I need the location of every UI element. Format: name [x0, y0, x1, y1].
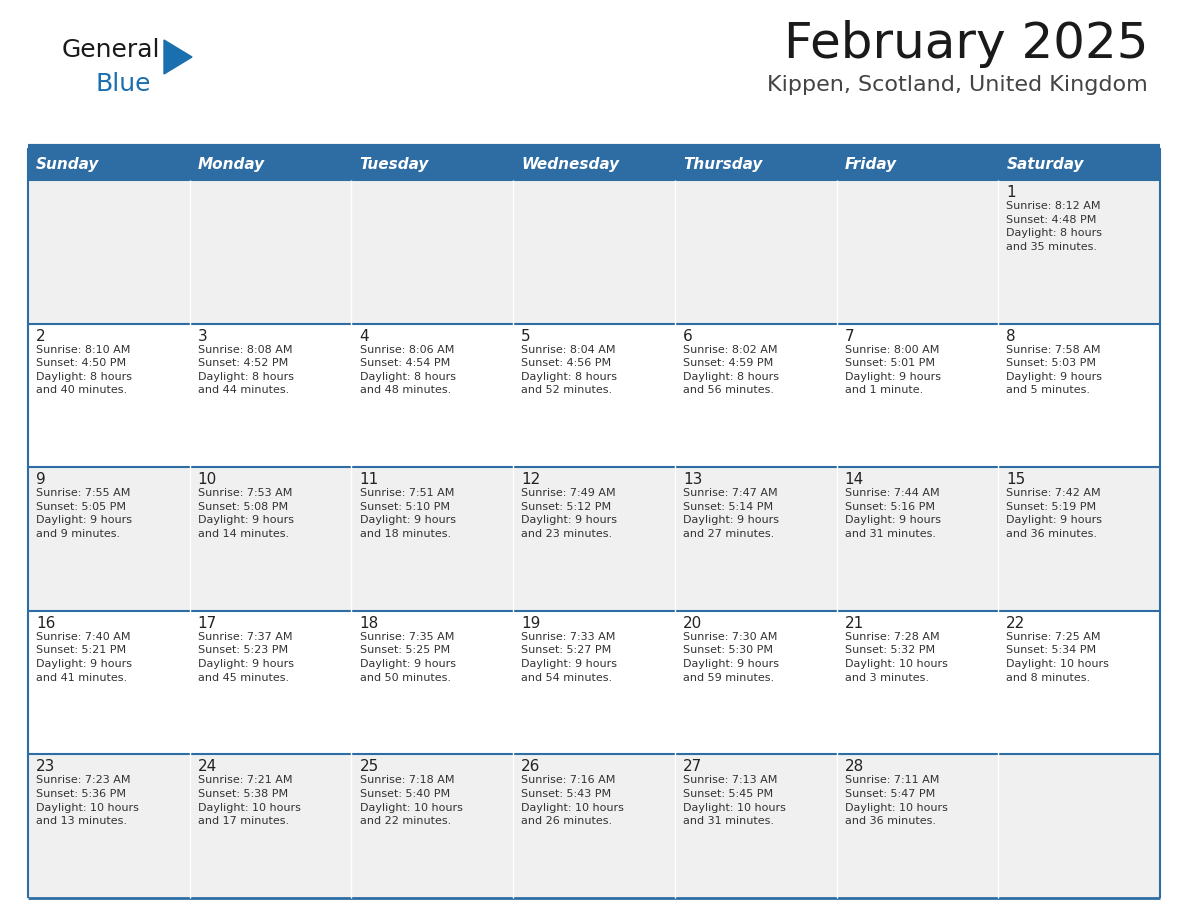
Text: 15: 15	[1006, 472, 1025, 487]
Text: Sunrise: 8:10 AM
Sunset: 4:50 PM
Daylight: 8 hours
and 40 minutes.: Sunrise: 8:10 AM Sunset: 4:50 PM Dayligh…	[36, 344, 132, 396]
Text: Sunrise: 7:55 AM
Sunset: 5:05 PM
Daylight: 9 hours
and 9 minutes.: Sunrise: 7:55 AM Sunset: 5:05 PM Dayligh…	[36, 488, 132, 539]
Text: 8: 8	[1006, 329, 1016, 343]
Text: 14: 14	[845, 472, 864, 487]
Text: 9: 9	[36, 472, 46, 487]
Text: 12: 12	[522, 472, 541, 487]
FancyBboxPatch shape	[29, 610, 1159, 755]
Text: Sunrise: 7:18 AM
Sunset: 5:40 PM
Daylight: 10 hours
and 22 minutes.: Sunrise: 7:18 AM Sunset: 5:40 PM Dayligh…	[360, 776, 462, 826]
Text: Sunrise: 7:58 AM
Sunset: 5:03 PM
Daylight: 9 hours
and 5 minutes.: Sunrise: 7:58 AM Sunset: 5:03 PM Dayligh…	[1006, 344, 1102, 396]
Text: Sunrise: 7:47 AM
Sunset: 5:14 PM
Daylight: 9 hours
and 27 minutes.: Sunrise: 7:47 AM Sunset: 5:14 PM Dayligh…	[683, 488, 779, 539]
Text: 25: 25	[360, 759, 379, 775]
Polygon shape	[164, 40, 192, 74]
Text: 23: 23	[36, 759, 56, 775]
Text: 22: 22	[1006, 616, 1025, 631]
Text: 1: 1	[1006, 185, 1016, 200]
FancyBboxPatch shape	[352, 148, 513, 180]
FancyBboxPatch shape	[29, 180, 1159, 324]
Text: Sunrise: 7:13 AM
Sunset: 5:45 PM
Daylight: 10 hours
and 31 minutes.: Sunrise: 7:13 AM Sunset: 5:45 PM Dayligh…	[683, 776, 785, 826]
Text: 16: 16	[36, 616, 56, 631]
Text: Sunrise: 7:35 AM
Sunset: 5:25 PM
Daylight: 9 hours
and 50 minutes.: Sunrise: 7:35 AM Sunset: 5:25 PM Dayligh…	[360, 632, 455, 683]
Text: 27: 27	[683, 759, 702, 775]
Text: General: General	[62, 38, 160, 62]
Text: Sunrise: 7:49 AM
Sunset: 5:12 PM
Daylight: 9 hours
and 23 minutes.: Sunrise: 7:49 AM Sunset: 5:12 PM Dayligh…	[522, 488, 618, 539]
Text: Sunrise: 7:37 AM
Sunset: 5:23 PM
Daylight: 9 hours
and 45 minutes.: Sunrise: 7:37 AM Sunset: 5:23 PM Dayligh…	[197, 632, 293, 683]
Text: Sunrise: 8:00 AM
Sunset: 5:01 PM
Daylight: 9 hours
and 1 minute.: Sunrise: 8:00 AM Sunset: 5:01 PM Dayligh…	[845, 344, 941, 396]
Text: Blue: Blue	[96, 72, 152, 96]
Text: Sunrise: 7:44 AM
Sunset: 5:16 PM
Daylight: 9 hours
and 31 minutes.: Sunrise: 7:44 AM Sunset: 5:16 PM Dayligh…	[845, 488, 941, 539]
Text: 10: 10	[197, 472, 217, 487]
Text: 13: 13	[683, 472, 702, 487]
Text: Sunrise: 7:11 AM
Sunset: 5:47 PM
Daylight: 10 hours
and 36 minutes.: Sunrise: 7:11 AM Sunset: 5:47 PM Dayligh…	[845, 776, 948, 826]
Text: 3: 3	[197, 329, 208, 343]
Text: 11: 11	[360, 472, 379, 487]
FancyBboxPatch shape	[190, 148, 352, 180]
Text: Sunrise: 7:25 AM
Sunset: 5:34 PM
Daylight: 10 hours
and 8 minutes.: Sunrise: 7:25 AM Sunset: 5:34 PM Dayligh…	[1006, 632, 1110, 683]
FancyBboxPatch shape	[29, 324, 1159, 467]
Text: Sunrise: 7:28 AM
Sunset: 5:32 PM
Daylight: 10 hours
and 3 minutes.: Sunrise: 7:28 AM Sunset: 5:32 PM Dayligh…	[845, 632, 948, 683]
Text: Sunrise: 8:08 AM
Sunset: 4:52 PM
Daylight: 8 hours
and 44 minutes.: Sunrise: 8:08 AM Sunset: 4:52 PM Dayligh…	[197, 344, 293, 396]
Text: 21: 21	[845, 616, 864, 631]
Text: Sunrise: 7:23 AM
Sunset: 5:36 PM
Daylight: 10 hours
and 13 minutes.: Sunrise: 7:23 AM Sunset: 5:36 PM Dayligh…	[36, 776, 139, 826]
Text: 7: 7	[845, 329, 854, 343]
Text: Sunrise: 8:12 AM
Sunset: 4:48 PM
Daylight: 8 hours
and 35 minutes.: Sunrise: 8:12 AM Sunset: 4:48 PM Dayligh…	[1006, 201, 1102, 252]
Text: Sunrise: 7:40 AM
Sunset: 5:21 PM
Daylight: 9 hours
and 41 minutes.: Sunrise: 7:40 AM Sunset: 5:21 PM Dayligh…	[36, 632, 132, 683]
Text: Sunrise: 7:51 AM
Sunset: 5:10 PM
Daylight: 9 hours
and 18 minutes.: Sunrise: 7:51 AM Sunset: 5:10 PM Dayligh…	[360, 488, 455, 539]
Text: Sunrise: 8:02 AM
Sunset: 4:59 PM
Daylight: 8 hours
and 56 minutes.: Sunrise: 8:02 AM Sunset: 4:59 PM Dayligh…	[683, 344, 779, 396]
Text: 5: 5	[522, 329, 531, 343]
Text: Sunday: Sunday	[36, 156, 100, 172]
Text: 18: 18	[360, 616, 379, 631]
Text: Sunrise: 8:04 AM
Sunset: 4:56 PM
Daylight: 8 hours
and 52 minutes.: Sunrise: 8:04 AM Sunset: 4:56 PM Dayligh…	[522, 344, 618, 396]
FancyBboxPatch shape	[29, 148, 190, 180]
Text: Sunrise: 8:06 AM
Sunset: 4:54 PM
Daylight: 8 hours
and 48 minutes.: Sunrise: 8:06 AM Sunset: 4:54 PM Dayligh…	[360, 344, 455, 396]
Text: Sunrise: 7:21 AM
Sunset: 5:38 PM
Daylight: 10 hours
and 17 minutes.: Sunrise: 7:21 AM Sunset: 5:38 PM Dayligh…	[197, 776, 301, 826]
Text: 26: 26	[522, 759, 541, 775]
FancyBboxPatch shape	[675, 148, 836, 180]
Text: 28: 28	[845, 759, 864, 775]
Text: Sunrise: 7:33 AM
Sunset: 5:27 PM
Daylight: 9 hours
and 54 minutes.: Sunrise: 7:33 AM Sunset: 5:27 PM Dayligh…	[522, 632, 618, 683]
Text: Sunrise: 7:16 AM
Sunset: 5:43 PM
Daylight: 10 hours
and 26 minutes.: Sunrise: 7:16 AM Sunset: 5:43 PM Dayligh…	[522, 776, 624, 826]
Text: Sunrise: 7:42 AM
Sunset: 5:19 PM
Daylight: 9 hours
and 36 minutes.: Sunrise: 7:42 AM Sunset: 5:19 PM Dayligh…	[1006, 488, 1102, 539]
FancyBboxPatch shape	[836, 148, 998, 180]
Text: 24: 24	[197, 759, 217, 775]
Text: 2: 2	[36, 329, 45, 343]
Text: Sunrise: 7:53 AM
Sunset: 5:08 PM
Daylight: 9 hours
and 14 minutes.: Sunrise: 7:53 AM Sunset: 5:08 PM Dayligh…	[197, 488, 293, 539]
Text: 20: 20	[683, 616, 702, 631]
Text: Saturday: Saturday	[1006, 156, 1083, 172]
Text: 4: 4	[360, 329, 369, 343]
Text: Tuesday: Tuesday	[360, 156, 429, 172]
FancyBboxPatch shape	[513, 148, 675, 180]
Text: Wednesday: Wednesday	[522, 156, 619, 172]
Text: Friday: Friday	[845, 156, 897, 172]
Text: 6: 6	[683, 329, 693, 343]
FancyBboxPatch shape	[998, 148, 1159, 180]
Text: 17: 17	[197, 616, 217, 631]
Text: Monday: Monday	[197, 156, 265, 172]
FancyBboxPatch shape	[29, 467, 1159, 610]
FancyBboxPatch shape	[29, 755, 1159, 898]
Text: February 2025: February 2025	[784, 20, 1148, 68]
Text: 19: 19	[522, 616, 541, 631]
Text: Sunrise: 7:30 AM
Sunset: 5:30 PM
Daylight: 9 hours
and 59 minutes.: Sunrise: 7:30 AM Sunset: 5:30 PM Dayligh…	[683, 632, 779, 683]
Text: Kippen, Scotland, United Kingdom: Kippen, Scotland, United Kingdom	[767, 75, 1148, 95]
Text: Thursday: Thursday	[683, 156, 763, 172]
